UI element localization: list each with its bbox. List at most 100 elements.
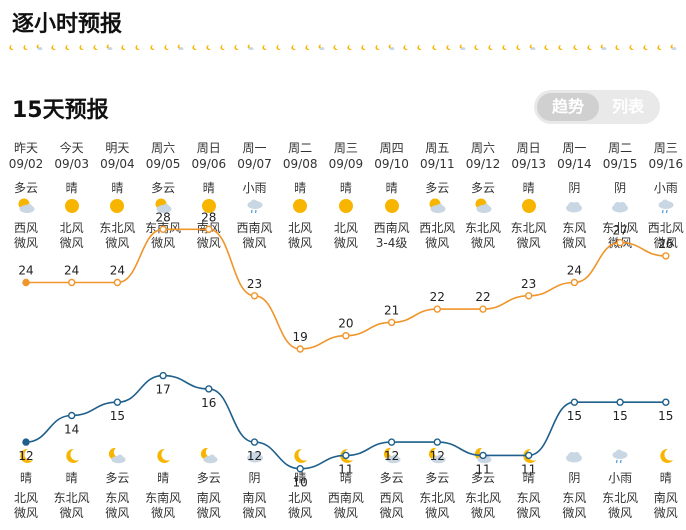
hourly-cell: [624, 42, 638, 53]
moon-icon: [62, 446, 82, 470]
moon-icon: [233, 44, 240, 51]
day-column[interactable]: 周五 09/11 多云 西北风 微风 多云 东北风 微风: [414, 0, 460, 530]
moon-icon: [16, 446, 36, 470]
night-wind-direction: 北风: [13, 491, 38, 505]
moon-icon: [642, 44, 649, 51]
night-wind-level: 微风: [196, 506, 221, 520]
night-wind-level: 微风: [608, 506, 633, 520]
hourly-cell: [145, 42, 159, 53]
day-wind-direction: 东风: [562, 221, 587, 235]
hourly-cell: [357, 42, 371, 53]
day-label: 周三: [653, 141, 678, 155]
cloud-moon-icon: [107, 446, 127, 470]
day-column[interactable]: 周二 09/08 晴北风 微风晴北风 微风: [277, 0, 323, 530]
day-wind-level: 微风: [13, 236, 38, 250]
night-weather-label: 晴: [65, 471, 78, 485]
day-wind-direction: 东北风: [602, 221, 639, 235]
day-column[interactable]: 周六 09/05 多云 东南风 微风晴东南风 微风: [140, 0, 186, 530]
hourly-cell: [399, 42, 413, 53]
day-column[interactable]: 周二 09/15 阴东北风 微风 小雨 东北风 微风: [597, 0, 643, 530]
moon-icon: [120, 44, 127, 51]
night-wind-direction: 东南风: [145, 491, 182, 505]
day-column[interactable]: 今天 09/03 晴北风 微风晴东北风 微风: [49, 0, 95, 530]
hourly-cell: [582, 42, 596, 53]
hourly-forecast-title: 逐小时预报: [12, 12, 123, 37]
tab-list[interactable]: 列表: [611, 97, 644, 116]
day-label: 周六: [470, 141, 495, 155]
day-column[interactable]: 周日 09/13 晴东北风 微风晴东风 微风: [506, 0, 552, 530]
hourly-cell: [342, 42, 356, 53]
day-column[interactable]: 明天 09/04 晴东北风 微风 多云 东风 微风: [94, 0, 140, 530]
cloud-moon-icon: [529, 44, 536, 51]
night-weather-label: 晴: [19, 471, 32, 485]
moon-icon: [261, 44, 268, 51]
day-weather-label: 晴: [339, 181, 352, 195]
hourly-cell: [32, 42, 46, 53]
day-column[interactable]: 周三 09/09 晴北风 微风晴西南风 微风: [323, 0, 369, 530]
night-wind-level: 微风: [470, 506, 495, 520]
day-weather-label: 多云: [470, 181, 495, 195]
day-weather-label: 多云: [425, 181, 450, 195]
night-weather-label: 多云: [379, 471, 404, 485]
day-column[interactable]: 周一 09/07 小雨 西南风 微风阴南风 微风: [232, 0, 278, 530]
moon-icon: [64, 44, 71, 51]
day-wind-level: 3-4级: [375, 236, 408, 250]
night-wind-direction: 东北风: [464, 491, 501, 505]
date-label: 09/05: [145, 157, 181, 171]
moon-icon: [346, 44, 353, 51]
hourly-strip[interactable]: [4, 42, 684, 82]
moon-icon: [628, 44, 635, 51]
night-weather-label: 多云: [470, 471, 495, 485]
date-label: 09/04: [100, 157, 135, 171]
day-column[interactable]: 周日 09/06 晴南风 微风 多云 南风 微风: [186, 0, 232, 530]
hourly-cell: [117, 42, 131, 53]
date-label: 09/13: [511, 157, 546, 171]
day-wind-level: 微风: [425, 236, 450, 250]
cloud-moon-icon: [427, 446, 447, 470]
cloud-icon: [245, 446, 265, 470]
night-weather-label: 晴: [522, 471, 535, 485]
hourly-cell: [469, 42, 483, 53]
day-weather-label: 晴: [65, 181, 78, 195]
day-label: 周二: [288, 141, 313, 155]
day-column[interactable]: 昨天 09/02 多云 西风 微风晴北风 微风: [3, 0, 49, 530]
cloud-moon-icon: [106, 44, 113, 51]
moon-icon: [402, 44, 409, 51]
day-weather-label: 多云: [151, 181, 176, 195]
rain-icon: [656, 196, 676, 220]
moon-icon: [360, 44, 367, 51]
date-label: 09/08: [282, 157, 318, 171]
day-column[interactable]: 周一 09/14 阴东风 微风阴东风 微风: [551, 0, 597, 530]
hourly-cell: [314, 42, 328, 53]
day-label: 周一: [242, 141, 267, 155]
night-wind-direction: 东北风: [602, 491, 639, 505]
hourly-cell: [328, 42, 342, 53]
date-label: 09/15: [602, 157, 638, 171]
day-label: 周四: [379, 141, 404, 155]
hourly-cell: [554, 42, 568, 53]
moon-icon: [153, 446, 173, 470]
day-column[interactable]: 周六 09/12 多云 东北风 微风 多云 东北风 微风: [460, 0, 506, 530]
day-column[interactable]: 周四 09/10 晴西南风 3-4级 多云 西风 微风: [369, 0, 415, 530]
night-wind-direction: 东风: [105, 491, 130, 505]
moon-icon: [515, 44, 522, 51]
hourly-cell: [427, 42, 441, 53]
hourly-cell: [75, 42, 89, 53]
night-wind-direction: 东风: [516, 491, 541, 505]
night-weather-label: 多云: [105, 471, 130, 485]
day-wind-direction: 东北风: [464, 221, 501, 235]
day-wind-level: 微风: [288, 236, 313, 250]
tab-trend[interactable]: 趋势: [537, 93, 599, 121]
day-column[interactable]: 周三 09/16 小雨 西北风 微风晴南风 微风: [643, 0, 686, 530]
moon-icon: [78, 44, 85, 51]
view-toggle[interactable]: 趋势 列表: [534, 90, 660, 124]
moon-icon: [290, 446, 310, 470]
night-wind-level: 微风: [242, 506, 267, 520]
hourly-cell: [568, 42, 582, 53]
cloud-moon-icon: [670, 44, 677, 51]
moon-icon: [572, 44, 579, 51]
hourly-cell: [639, 42, 653, 53]
day-weather-label: 小雨: [242, 181, 267, 195]
day-wind-direction: 东北风: [99, 221, 136, 235]
night-weather-label: 多云: [425, 471, 450, 485]
